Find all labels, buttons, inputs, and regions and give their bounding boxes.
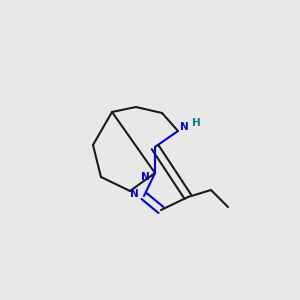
Text: H: H — [192, 118, 200, 128]
Text: N: N — [180, 122, 188, 132]
Text: N: N — [141, 172, 149, 182]
Text: N: N — [130, 189, 138, 199]
